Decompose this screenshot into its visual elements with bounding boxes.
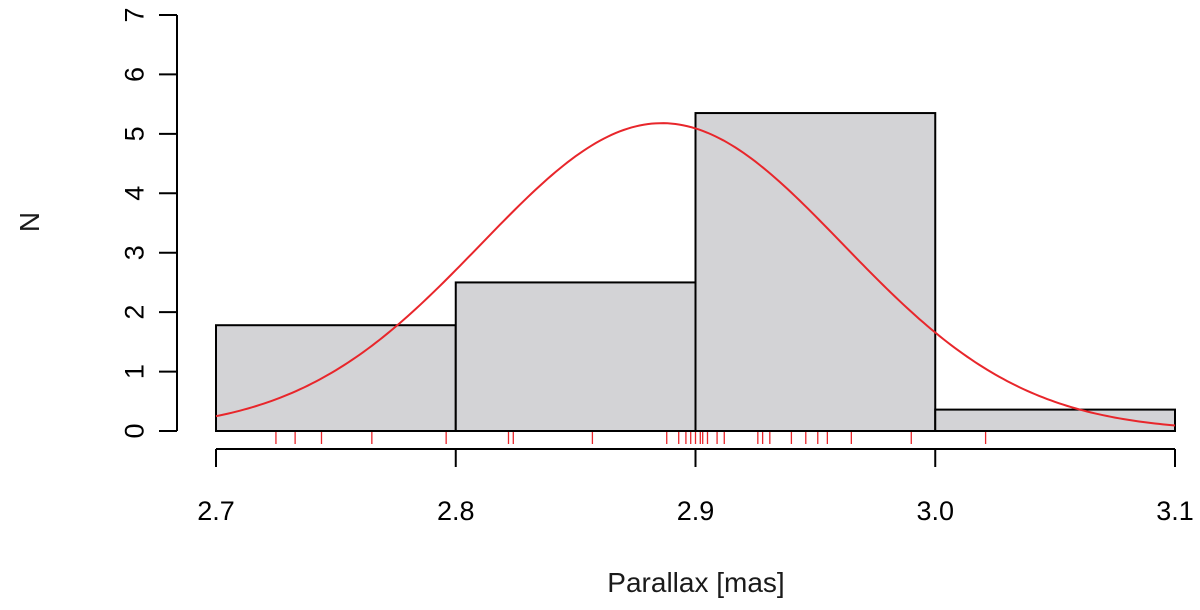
x-tick-label-5: 3.1	[1156, 496, 1194, 526]
rug-layer	[275, 432, 987, 444]
histogram-bar-1	[215, 324, 457, 432]
x-axis-title: Parallax [mas]	[607, 567, 784, 598]
y-tick-label-5: 4	[120, 186, 150, 201]
gaussian-fit-curve	[215, 122, 1176, 427]
histogram-bar-2	[454, 281, 697, 432]
y-tick-label-8: 7	[120, 7, 150, 22]
x-tick-label-1: 2.7	[197, 496, 235, 526]
axes-layer: 2.7 2.8 2.9 3.0 3.1 0 1 2 3 4 5 6 7	[120, 7, 1194, 526]
y-tick-label-1: 0	[120, 423, 150, 438]
y-tick-label-3: 2	[120, 305, 150, 320]
curve-layer	[215, 122, 1176, 427]
y-tick-label-7: 6	[120, 67, 150, 82]
x-tick-label-4: 3.0	[916, 496, 954, 526]
histogram-bar-3	[694, 112, 937, 433]
y-tick-label-2: 1	[120, 364, 150, 379]
x-tick-label-2: 2.8	[437, 496, 475, 526]
y-tick-label-4: 3	[120, 245, 150, 260]
x-tick-label-3: 2.9	[677, 496, 715, 526]
y-axis-title: N	[14, 212, 45, 232]
histogram-bar-4	[934, 408, 1176, 432]
bars-layer	[215, 112, 1176, 433]
y-tick-label-6: 5	[120, 126, 150, 141]
